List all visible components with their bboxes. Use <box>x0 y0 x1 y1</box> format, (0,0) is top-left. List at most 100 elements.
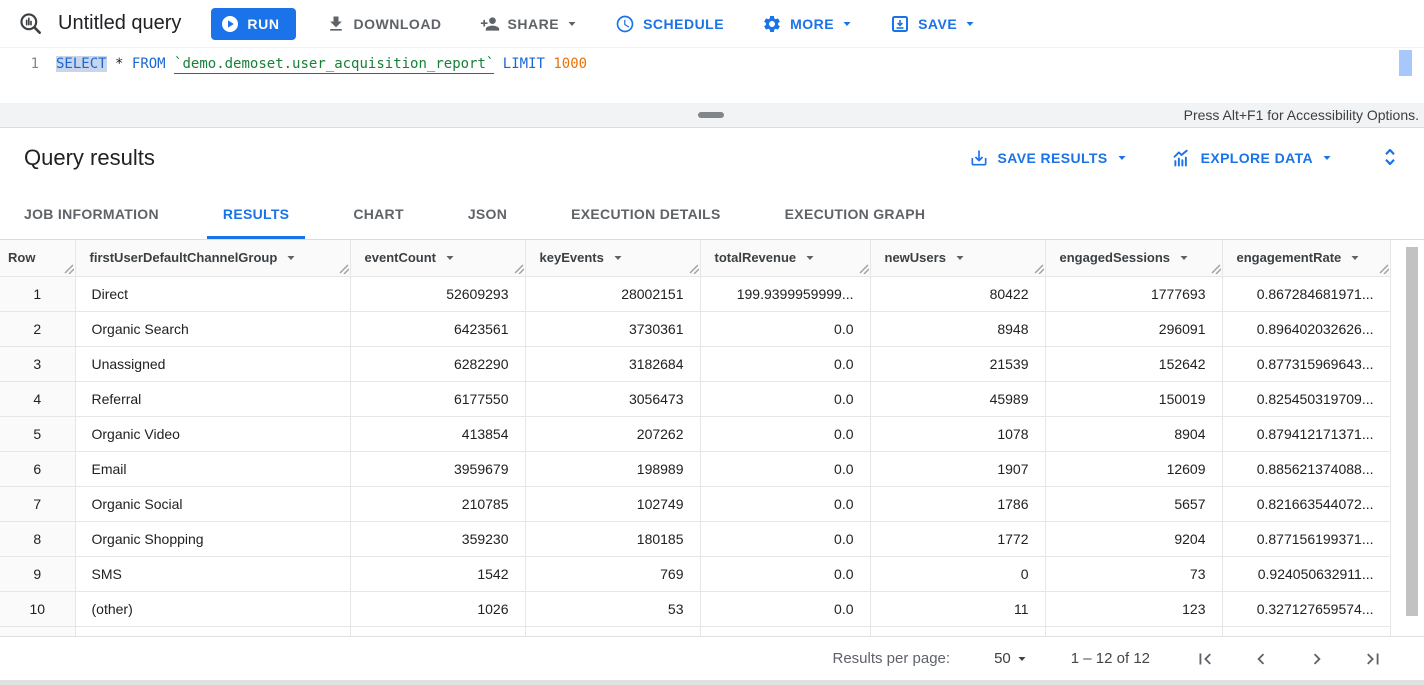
column-resize-grip[interactable] <box>689 264 699 274</box>
table-row: 9 SMS 1542 769 0.0 0 73 0.924050632911... <box>0 556 1391 592</box>
table-row: 2 Organic Search 6423561 3730361 0.0 8948 2960… <box>0 311 1391 347</box>
previous-page-button[interactable] <box>1250 648 1272 670</box>
column-header-keyEvents: keyEvents <box>525 240 701 277</box>
cell-row: 6 <box>0 451 76 487</box>
tab-json[interactable]: JSON <box>452 188 523 239</box>
column-resize-grip[interactable] <box>1034 264 1044 274</box>
chevron-down-icon <box>1018 656 1026 661</box>
cell-engagementRate: 0.896402032626... <box>1222 311 1391 347</box>
column-resize-grip[interactable] <box>1211 264 1221 274</box>
cell-engagementRate: 0.885621374088... <box>1222 451 1391 487</box>
cell-totalRevenue: 0.0 <box>700 486 871 522</box>
sql-editor[interactable]: 1 SELECT * FROM `demo.demoset.user_acqui… <box>0 48 1424 103</box>
page-range-label: 1 – 12 of 12 <box>1070 650 1150 667</box>
cell-keyEvents: 3182684 <box>525 346 701 382</box>
editor-scrollbar-thumb[interactable] <box>1399 50 1412 76</box>
column-resize-grip[interactable] <box>339 264 349 274</box>
save-button[interactable]: SAVE <box>882 8 983 40</box>
table-row: 10 (other) 1026 53 0.0 11 123 0.327127659574... <box>0 591 1391 627</box>
cell-eventCount: 1542 <box>350 556 526 592</box>
column-header-totalRevenue: totalRevenue <box>700 240 871 277</box>
cell-eventCount: 6177550 <box>350 381 526 417</box>
share-button[interactable]: SHARE <box>472 8 586 40</box>
line-number: 1 <box>30 56 39 72</box>
sql-code-line[interactable]: SELECT * FROM `demo.demoset.user_acquisi… <box>56 56 588 74</box>
cell-channel: Referral <box>75 381 351 417</box>
cell-engagedSessions: 123 <box>1045 591 1223 627</box>
explore-data-button[interactable]: EXPLORE DATA <box>1171 148 1332 169</box>
column-menu-icon[interactable] <box>955 253 965 263</box>
column-resize-grip[interactable] <box>514 264 524 274</box>
tab-results[interactable]: RESULTS <box>206 188 306 239</box>
cell-totalRevenue: 0.0 <box>700 451 871 487</box>
run-button[interactable]: RUN <box>211 7 296 40</box>
save-results-button[interactable]: SAVE RESULTS <box>969 148 1127 168</box>
table-row: 8 Organic Shopping 359230 180185 0.0 1772 9204… <box>0 521 1391 557</box>
cell-engagementRate: 0.821663544072... <box>1222 486 1391 522</box>
cell-newUsers: 8948 <box>870 311 1046 347</box>
results-title: Query results <box>24 145 155 170</box>
splitter-drag-handle[interactable] <box>698 112 724 118</box>
cell-newUsers: 1078 <box>870 416 1046 452</box>
cell-keyEvents: 207262 <box>525 416 701 452</box>
sql-token: 1000 <box>553 56 588 72</box>
cell-eventCount: 359230 <box>350 521 526 557</box>
cell-keyEvents: 3730361 <box>525 311 701 347</box>
column-menu-icon[interactable] <box>805 253 815 263</box>
results-per-page-label: Results per page: <box>832 650 951 667</box>
cell-totalRevenue: 0.0 <box>700 556 871 592</box>
column-menu-icon[interactable] <box>1179 253 1189 263</box>
tab-chart[interactable]: CHART <box>337 188 420 239</box>
column-header-row: Row <box>0 240 76 277</box>
column-header-engagementRate: engagementRate <box>1222 240 1391 277</box>
cell-engagementRate: 0.877156199371... <box>1222 521 1391 557</box>
column-menu-icon[interactable] <box>286 253 296 263</box>
cell-engagementRate: 0.924050632911... <box>1222 556 1391 592</box>
sql-token: FROM <box>131 56 166 72</box>
tab-execution-details[interactable]: EXECUTION DETAILS <box>555 188 737 239</box>
last-page-button[interactable] <box>1362 648 1384 670</box>
cell-row: 9 <box>0 556 76 592</box>
chevron-down-icon <box>568 21 576 26</box>
first-page-button[interactable] <box>1194 648 1216 670</box>
page-size-select[interactable]: 50 <box>994 650 1027 667</box>
tab-job-information[interactable]: JOB INFORMATION <box>8 188 175 239</box>
column-resize-grip[interactable] <box>1379 264 1389 274</box>
expand-collapse-button[interactable] <box>1378 144 1402 173</box>
chevron-down-icon <box>843 21 851 26</box>
column-label: engagementRate <box>1236 250 1342 266</box>
cell-keyEvents: 769 <box>525 556 701 592</box>
cell-channel: Organic Video <box>75 416 351 452</box>
column-resize-grip[interactable] <box>859 264 869 274</box>
table-row: 7 Organic Social 210785 102749 0.0 1786 5657 0.… <box>0 486 1391 522</box>
schedule-button[interactable]: SCHEDULE <box>607 8 732 40</box>
cell-eventCount: 1026 <box>350 591 526 627</box>
more-button[interactable]: MORE <box>754 8 860 40</box>
column-menu-icon[interactable] <box>1350 253 1360 263</box>
cell-totalRevenue: 0.0 <box>700 626 871 636</box>
chevron-down-icon <box>966 21 974 26</box>
results-tabs: JOB INFORMATION RESULTS CHART JSON EXECU… <box>0 188 1424 240</box>
sql-token <box>494 56 502 72</box>
table-row: 11Paid Social9371940.0091.0 <box>0 626 1391 636</box>
cell-channel: Paid Social <box>75 626 351 636</box>
query-editor-icon <box>20 12 41 34</box>
sql-token: LIMIT <box>502 56 545 72</box>
cell-newUsers: 1907 <box>870 451 1046 487</box>
column-menu-icon[interactable] <box>445 253 455 263</box>
next-page-button[interactable] <box>1306 648 1328 670</box>
tab-execution-graph[interactable]: EXECUTION GRAPH <box>769 188 942 239</box>
cell-engagedSessions: 296091 <box>1045 311 1223 347</box>
column-label: newUsers <box>884 250 946 266</box>
cell-newUsers: 45989 <box>870 381 1046 417</box>
column-resize-grip[interactable] <box>64 264 74 274</box>
table-row: 4 Referral 6177550 3056473 0.0 45989 150019 0.8… <box>0 381 1391 417</box>
cell-totalRevenue: 0.0 <box>700 591 871 627</box>
column-menu-icon[interactable] <box>613 253 623 263</box>
download-icon <box>329 16 342 31</box>
chevron-down-icon <box>1323 156 1331 160</box>
unfold-icon <box>1385 148 1395 165</box>
download-button[interactable]: DOWNLOAD <box>318 8 450 40</box>
cell-channel: Unassigned <box>75 346 351 382</box>
table-scrollbar-thumb[interactable] <box>1406 247 1418 616</box>
